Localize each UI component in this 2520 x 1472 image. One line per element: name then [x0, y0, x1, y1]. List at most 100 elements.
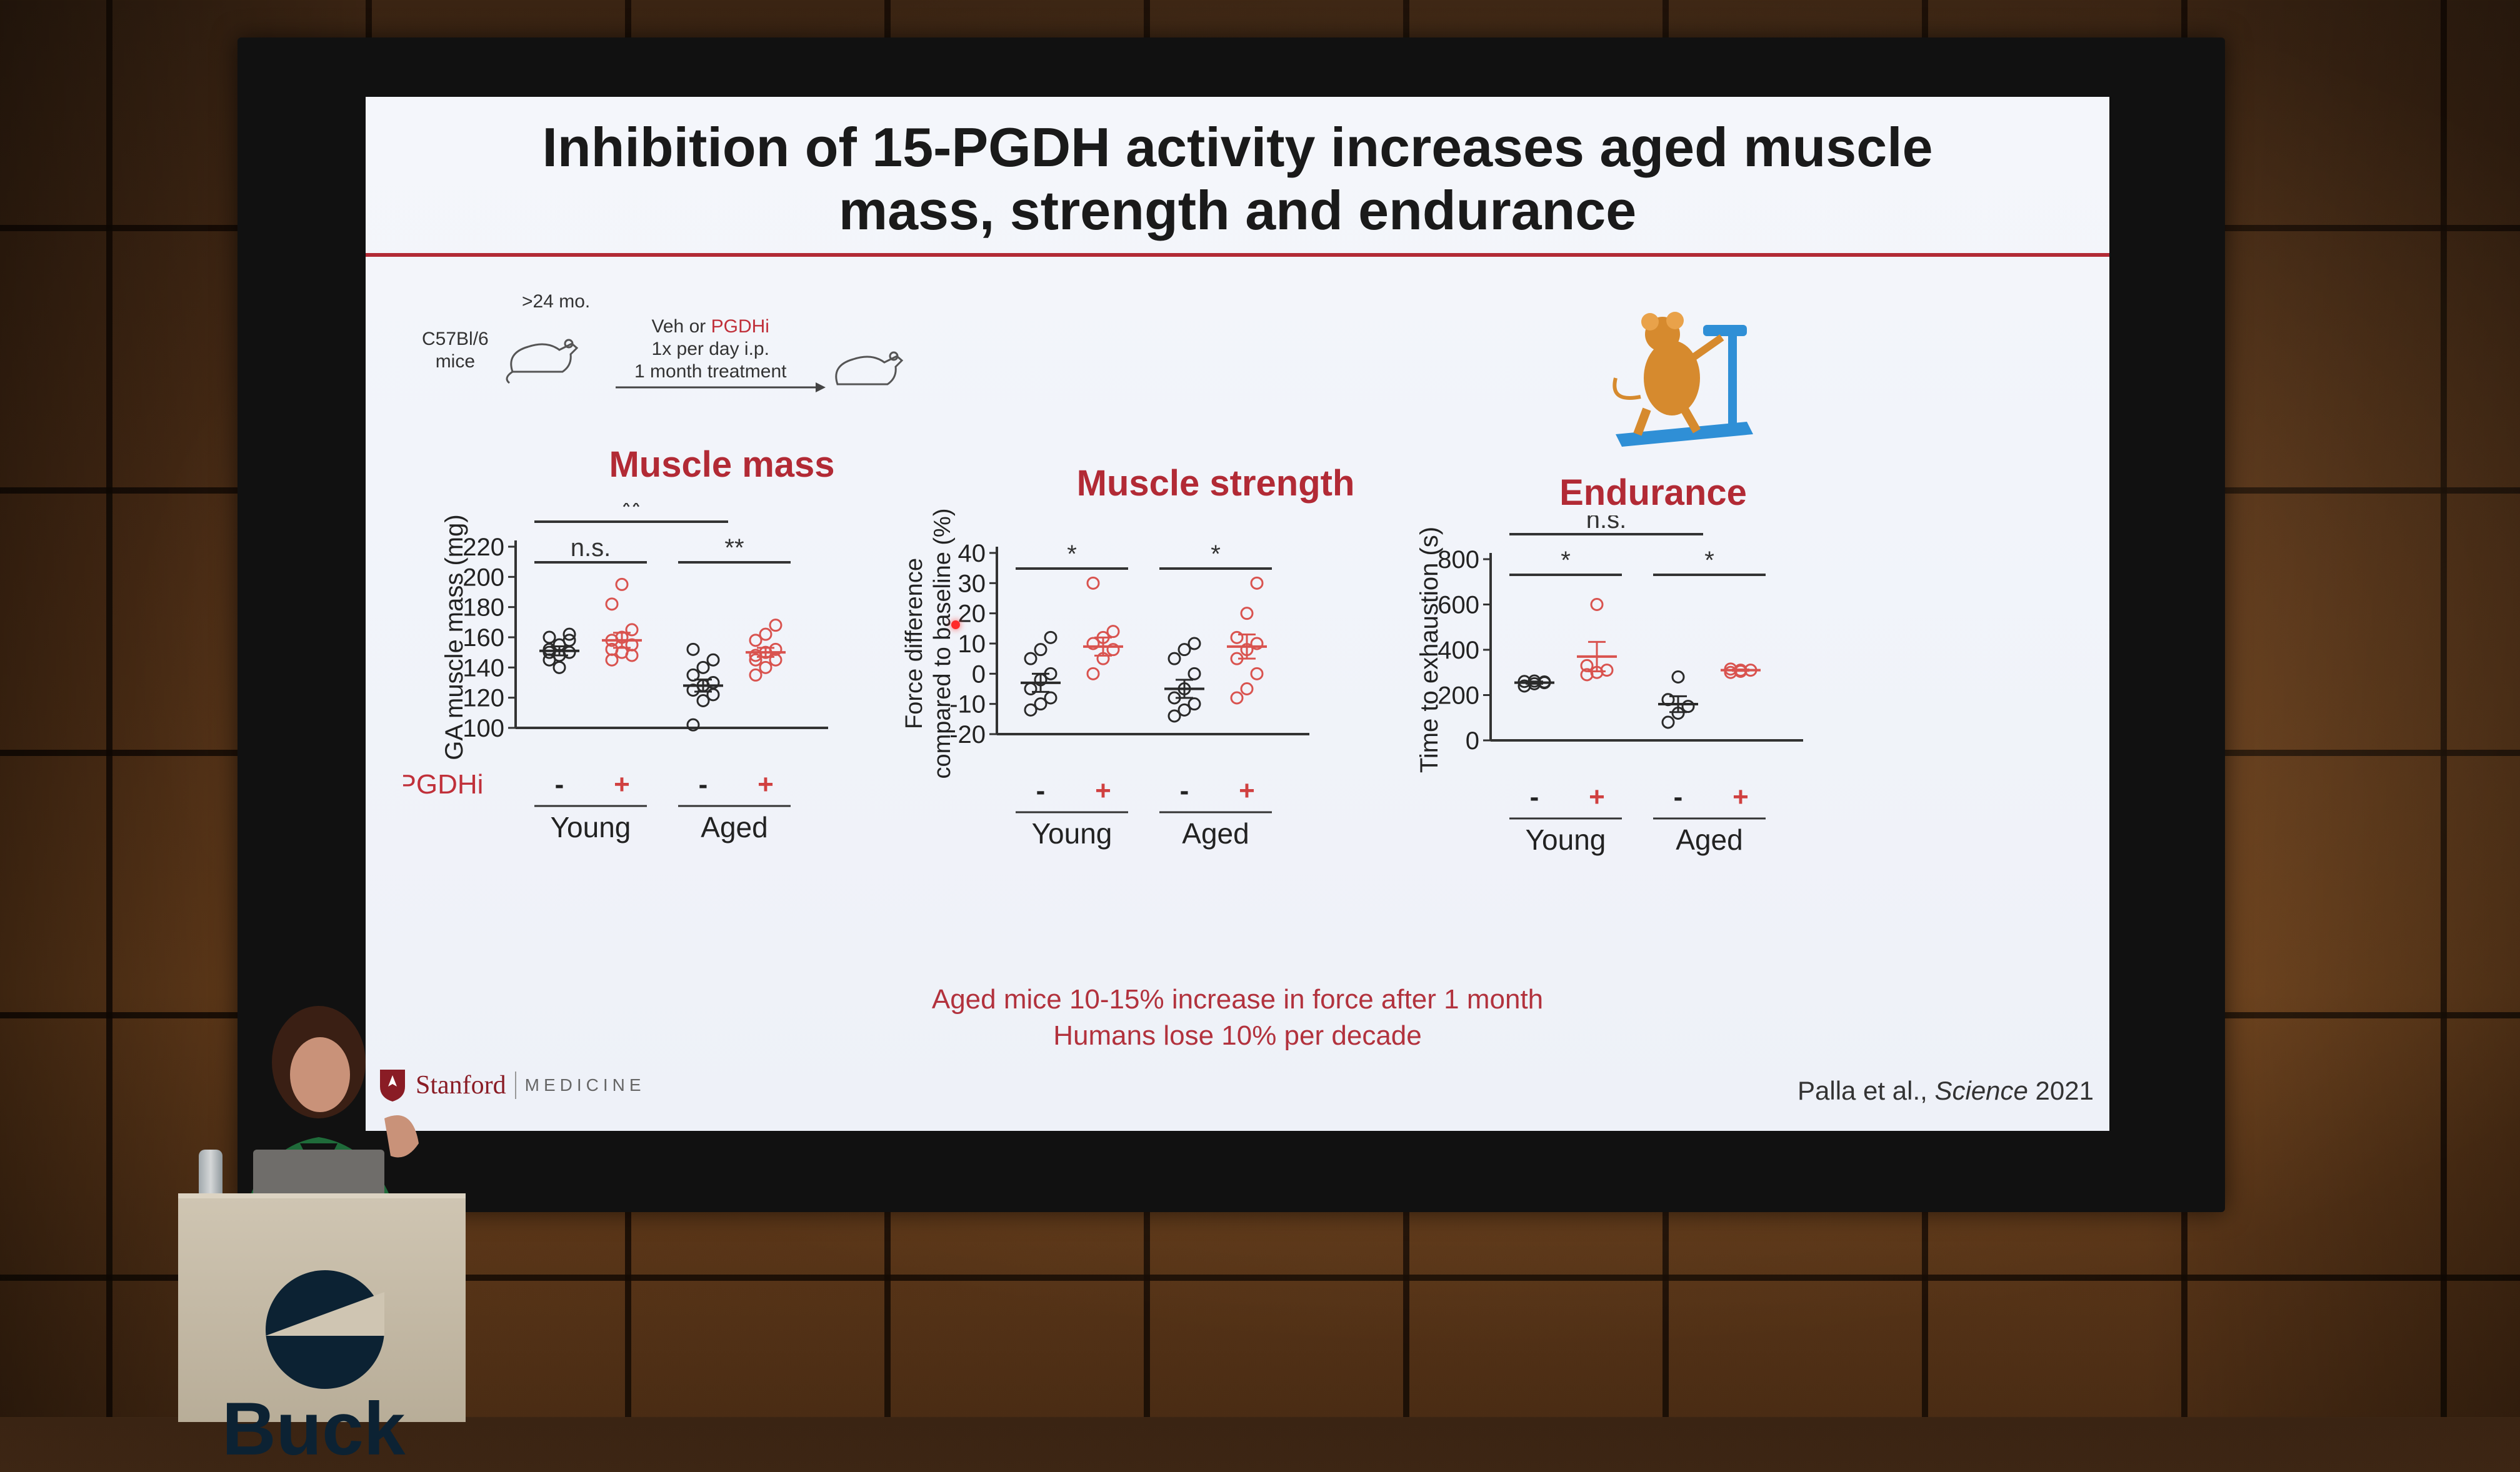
data-point	[1024, 652, 1038, 665]
data-point	[686, 718, 700, 732]
y-tick-label: 180	[462, 594, 504, 622]
significance-label: n.s.	[1586, 515, 1626, 534]
title-divider	[366, 253, 2109, 257]
treatment-sign: -	[555, 769, 564, 800]
chart-endurance: 0 200 400 600 800 Time to exhaustion (s) * n.s.…	[1378, 506, 1853, 918]
stanford-medicine-logo: Stanford MEDICINE	[378, 1068, 646, 1103]
data-point	[1044, 691, 1058, 705]
age-label: >24 mo.	[522, 291, 591, 312]
podium-brand-text: Buck	[222, 1387, 406, 1471]
laptop	[253, 1150, 384, 1200]
data-point	[1024, 703, 1038, 717]
y-tick-label: 100	[462, 715, 504, 742]
strain-label: C57Bl/6 mice	[422, 328, 489, 373]
data-point	[686, 642, 700, 656]
podium: Buck	[178, 1193, 466, 1471]
stanford-name: Stanford	[416, 1071, 506, 1100]
data-point	[1230, 630, 1244, 644]
y-tick-label: 0	[972, 660, 986, 688]
citation-authors: Palla et al.,	[1798, 1076, 1935, 1105]
treatment-description: Veh or PGDHi 1x per day i.p. 1 month tre…	[634, 316, 786, 383]
y-tick-label: 30	[958, 570, 986, 597]
data-point	[542, 645, 556, 659]
significance-label: *	[1067, 540, 1077, 568]
data-point	[1240, 607, 1254, 620]
data-point	[1580, 659, 1594, 672]
water-bottle	[199, 1150, 222, 1200]
y-tick-label: 10	[958, 630, 986, 658]
slide-title: Inhibition of 15-PGDH activity increases…	[366, 116, 2109, 242]
significance-label: *	[1211, 540, 1221, 568]
stanford-division: MEDICINE	[524, 1075, 646, 1095]
row-label-pgdhi: PGDHi	[403, 769, 483, 800]
treatment-drug: PGDHi	[711, 316, 769, 337]
stanford-shield-icon	[380, 1070, 405, 1102]
aged-mouse-icon	[506, 339, 579, 384]
data-point	[1250, 576, 1264, 590]
group-label: Young	[1526, 823, 1606, 856]
buck-institute-logo-icon	[266, 1270, 384, 1389]
data-point	[1671, 670, 1685, 684]
significance-label: **	[724, 534, 744, 562]
strain-line1: C57Bl/6	[422, 329, 489, 349]
treatment-sign: +	[1732, 782, 1749, 812]
treatment-sign: +	[1239, 775, 1255, 806]
significance-label: n.s.	[571, 534, 611, 562]
data-point	[1086, 667, 1100, 680]
data-point	[1230, 691, 1244, 705]
data-point	[605, 597, 619, 611]
data-point	[625, 649, 639, 662]
data-point	[1106, 625, 1120, 639]
data-point	[1590, 598, 1604, 611]
muscle-mass-title: Muscle mass	[609, 444, 835, 485]
laser-pointer-dot	[951, 620, 960, 629]
y-axis-label: GA muscle mass (mg)	[441, 514, 468, 760]
significance-label: **	[621, 503, 641, 521]
y-tick-label: 600	[1438, 592, 1479, 619]
timeline-arrow-icon	[616, 382, 826, 392]
data-point	[1034, 697, 1048, 711]
treadmill-mouse-icon	[1612, 312, 1753, 447]
data-point	[1168, 652, 1181, 665]
logo-separator	[514, 1072, 516, 1099]
citation-year: 2021	[2028, 1076, 2094, 1105]
y-axis-label-line1: Force difference	[901, 558, 928, 729]
data-point	[1681, 700, 1695, 714]
data-point	[562, 634, 576, 647]
y-tick-label: 160	[462, 624, 504, 652]
data-point	[1178, 643, 1191, 657]
data-point	[542, 630, 556, 644]
data-point	[1250, 667, 1264, 680]
data-point	[615, 577, 629, 591]
group-label: Young	[1032, 817, 1112, 850]
treatment-sign: +	[1095, 775, 1111, 806]
y-tick-label: 200	[462, 564, 504, 591]
y-tick-label: 200	[1438, 682, 1479, 710]
endurance-title: Endurance	[1559, 472, 1747, 513]
caption-line1: Aged mice 10-15% increase in force after…	[931, 984, 1544, 1015]
citation: Palla et al., Science 2021	[1798, 1076, 2094, 1106]
significance-label: *	[1704, 547, 1714, 574]
presentation-slide: Inhibition of 15-PGDH activity increases…	[366, 97, 2109, 1131]
data-point	[1106, 643, 1120, 657]
treatment-sign: -	[1530, 782, 1539, 812]
dosing-label: 1x per day i.p.	[651, 339, 769, 359]
y-tick-label: -10	[949, 691, 986, 719]
significance-label: *	[1561, 547, 1571, 574]
data-point	[1240, 682, 1254, 695]
citation-journal: Science	[1934, 1076, 2028, 1105]
caption-line2: Humans lose 10% per decade	[1053, 1020, 1422, 1051]
y-tick-label: 220	[462, 534, 504, 561]
group-label: Aged	[1676, 823, 1742, 856]
slide-title-line2: mass, strength and endurance	[838, 179, 1637, 242]
y-tick-label: 400	[1438, 637, 1479, 664]
treatment-sign: -	[1036, 775, 1046, 806]
data-point	[769, 619, 782, 632]
chart-muscle-mass: 100 120 140 160 180 200 220 GA muscle mass (mg)…	[398, 494, 878, 906]
data-point	[1188, 667, 1201, 680]
group-label: Aged	[1182, 817, 1249, 850]
data-point	[686, 668, 700, 682]
group-label: Young	[551, 811, 631, 843]
